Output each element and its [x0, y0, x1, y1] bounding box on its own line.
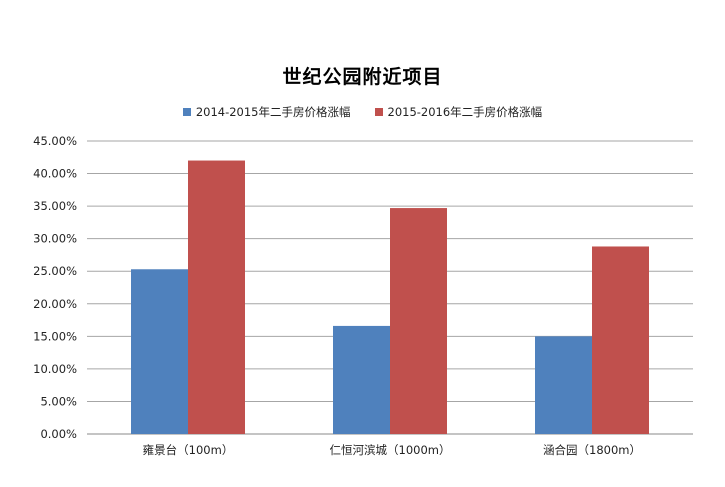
y-tick-label: 5.00% [40, 394, 77, 408]
legend-item-series-1: 2014-2015年二手房价格涨幅 [182, 104, 351, 120]
y-tick-label: 30.00% [33, 232, 77, 246]
y-tick-label: 35.00% [33, 199, 77, 213]
bar-2-2 [390, 208, 447, 434]
chart-title: 世纪公园附近项目 [282, 66, 443, 88]
legend-item-series-2: 2015-2016年二手房价格涨幅 [374, 104, 543, 120]
x-category-label: 雍景台（100m） [143, 443, 234, 457]
chart-legend: 2014-2015年二手房价格涨幅 2015-2016年二手房价格涨幅 [0, 104, 725, 120]
y-tick-label: 10.00% [33, 362, 77, 376]
bar-2-1 [188, 160, 245, 435]
y-tick-label: 40.00% [33, 167, 77, 181]
legend-label-series-1: 2014-2015年二手房价格涨幅 [195, 105, 351, 119]
legend-swatch-series-1 [182, 108, 191, 116]
y-tick-label: 15.00% [33, 329, 77, 343]
x-category-label: 涵合园（1800m） [543, 443, 641, 457]
y-tick-label: 0.00% [40, 427, 77, 441]
bar-1-1 [131, 269, 188, 434]
legend-label-series-2: 2015-2016年二手房价格涨幅 [387, 105, 543, 119]
legend-swatch-series-2 [374, 108, 383, 116]
y-tick-label: 45.00% [33, 134, 77, 148]
bar-2-3 [592, 246, 649, 434]
y-tick-label: 25.00% [33, 264, 77, 278]
bar-1-2 [333, 325, 390, 434]
y-tick-label: 20.00% [33, 297, 77, 311]
bar-1-3 [535, 336, 592, 434]
x-category-label: 仁恒河滨城（1000m） [330, 443, 451, 457]
